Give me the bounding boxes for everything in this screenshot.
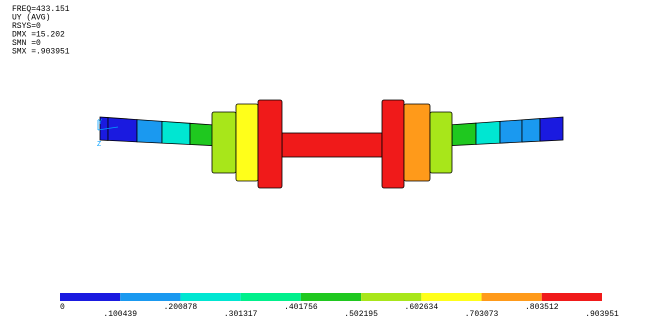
legend-swatch <box>421 293 481 301</box>
model: YZ <box>97 100 563 188</box>
plot: FREQ=433.151UY (AVG)RSYS=0DMX =15.202SMN… <box>0 0 668 322</box>
shaft-segment <box>137 120 162 144</box>
legend-swatch <box>361 293 421 301</box>
legend-swatch <box>60 293 120 301</box>
disk <box>404 104 430 181</box>
page: FREQ=433.151UY (AVG)RSYS=0DMX =15.202SMN… <box>0 0 668 322</box>
shaft-segment <box>452 123 476 145</box>
legend-label: 0 <box>60 303 65 312</box>
legend-swatch <box>120 293 180 301</box>
shaft-segment <box>190 123 214 145</box>
legend-swatch <box>482 293 542 301</box>
center-shaft <box>282 133 382 157</box>
disk <box>236 104 258 181</box>
legend: 0 .100439 .200878 .301317 .401756 .502195 .602… <box>60 293 619 319</box>
disk <box>212 112 236 173</box>
shaft-segment <box>540 117 563 141</box>
triad-label: Z <box>97 141 101 149</box>
legend-label: .200878 <box>164 303 198 312</box>
legend-label: .803512 <box>525 303 559 312</box>
legend-label: .502195 <box>344 310 378 319</box>
legend-label: .401756 <box>284 303 318 312</box>
disk <box>258 100 282 188</box>
disk <box>382 100 404 188</box>
shaft-segment <box>476 121 500 144</box>
legend-swatch <box>301 293 361 301</box>
shaft-segment <box>108 118 137 142</box>
disk <box>430 112 452 173</box>
legend-label: .301317 <box>224 310 258 319</box>
legend-swatch <box>241 293 301 301</box>
legend-swatch <box>180 293 240 301</box>
legend-swatch <box>542 293 602 301</box>
legend-label: .903951 <box>585 310 619 319</box>
info-line: SMX =.903951 <box>12 48 70 57</box>
shaft-segment <box>522 119 540 142</box>
legend-label: .100439 <box>103 310 137 319</box>
shaft-segment <box>162 121 190 144</box>
shaft-segment <box>500 120 522 143</box>
legend-label: .703073 <box>465 310 499 319</box>
legend-label: .602634 <box>405 303 439 312</box>
